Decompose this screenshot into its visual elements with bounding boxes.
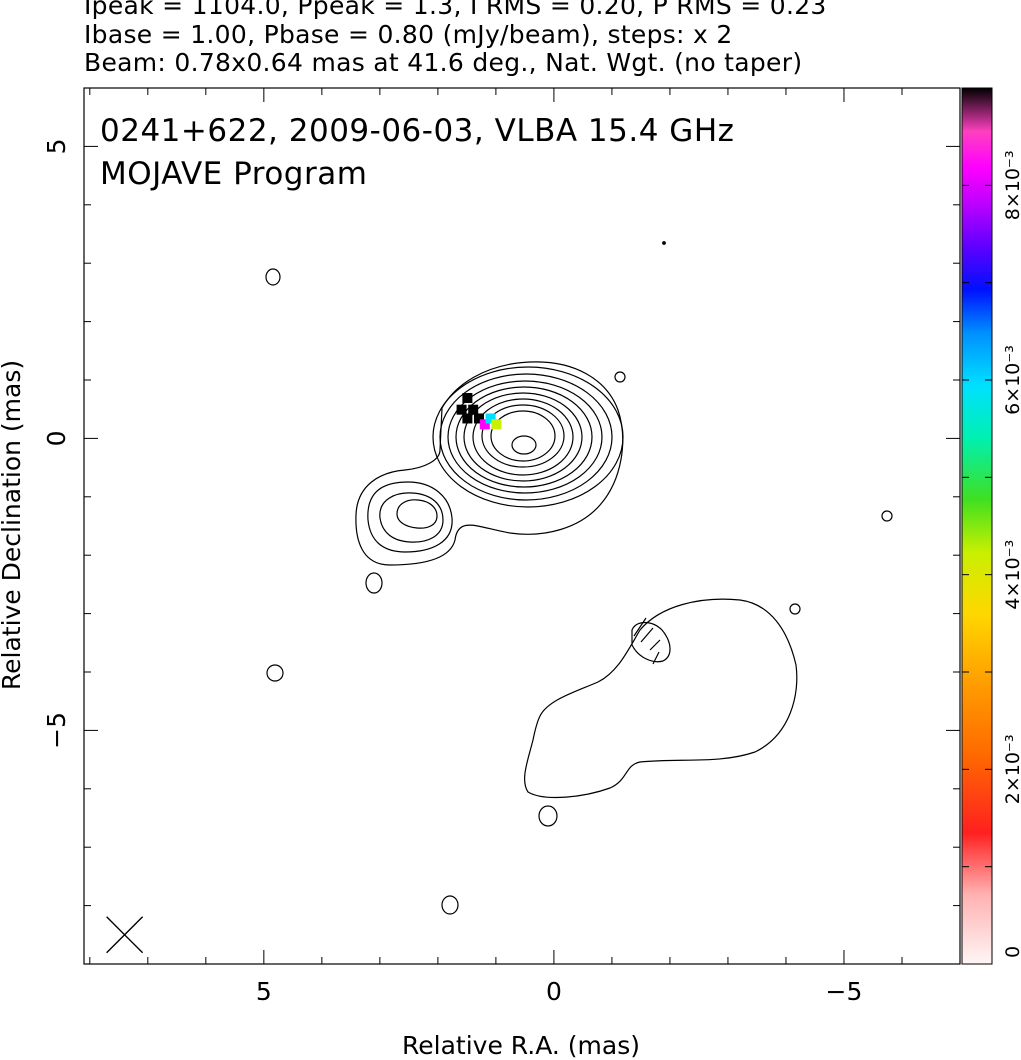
pol-vector-1 <box>633 617 647 637</box>
polarization-pixel <box>485 413 496 424</box>
polarization-pixel <box>456 404 467 415</box>
contour-main-outer <box>355 361 624 566</box>
chart-title: 0241+622, 2009-06-03, VLBA 15.4 GHz <box>100 113 734 149</box>
contour-blob-1 <box>265 268 281 286</box>
header-base-line: Ibase = 1.00, Pbase = 0.80 (mJy/beam), s… <box>84 20 733 49</box>
contour-core-4 <box>455 386 593 488</box>
colorbar <box>961 87 993 965</box>
contour-blob-2 <box>614 371 626 383</box>
contour-blob-4 <box>266 664 284 682</box>
colorbar-ticks <box>962 87 992 965</box>
contour-core-peak <box>511 435 537 455</box>
contour-core-8 <box>490 410 556 462</box>
pol-vector-2 <box>640 627 654 643</box>
polarization-pixel <box>479 419 490 430</box>
polarization-pixels <box>456 393 502 430</box>
plot-frame <box>83 87 961 965</box>
colorbar-labels: 0 2×10⁻³ 4×10⁻³ 6×10⁻³ 8×10⁻³ <box>1002 150 1021 958</box>
colorbar-tick-label: 6×10⁻³ <box>1002 345 1021 415</box>
contour-blob-6 <box>881 510 893 522</box>
y-tick-label: 5 <box>42 138 71 154</box>
header-stats-line: Ipeak = 1104.0, Ppeak = 1.3, I RMS = 0.2… <box>84 0 827 20</box>
polarization-pixel <box>491 419 502 430</box>
contour-knot-4 <box>396 499 438 529</box>
colorbar-tick-label: 4×10⁻³ <box>1002 540 1021 610</box>
contour-core-1 <box>432 366 624 508</box>
y-axis-label: Relative Declination (mas) <box>0 360 26 690</box>
contour-core-5 <box>463 392 583 482</box>
beam-marker <box>106 916 144 954</box>
contour-southwest-extended <box>524 598 798 799</box>
contour-blob-8 <box>441 895 459 915</box>
pol-vector-4 <box>652 651 660 665</box>
x-tick-label: 0 <box>546 977 562 1006</box>
contour-knot-3 <box>379 492 444 543</box>
polarization-pixel <box>462 413 473 424</box>
contour-core-2 <box>439 373 613 501</box>
x-axis-label: Relative R.A. (mas) <box>402 1031 640 1060</box>
y-tick-label: −5 <box>42 712 71 749</box>
y-tick-labels: 5 0 −5 <box>42 138 71 748</box>
chart-subtitle: MOJAVE Program <box>100 156 367 192</box>
colorbar-tick-label: 2×10⁻³ <box>1002 734 1021 804</box>
pol-vector-3 <box>649 639 661 651</box>
contour-dot <box>662 241 666 245</box>
contour-core-3 <box>447 380 603 494</box>
contour-core-7 <box>481 404 565 468</box>
axis-ticks <box>84 87 961 965</box>
contour-negative-patch <box>631 621 671 663</box>
contour-blob-3 <box>365 572 383 594</box>
y-tick-label: 0 <box>42 430 71 446</box>
x-tick-label: −5 <box>826 977 863 1006</box>
polarization-pixel <box>462 393 473 404</box>
beam-cross-line <box>106 916 144 954</box>
polarization-pixel <box>473 413 484 424</box>
contour-core-6 <box>472 398 574 476</box>
contour-blob-5 <box>789 603 801 615</box>
contour-blob-7 <box>538 805 558 827</box>
contour-knot-2 <box>367 481 453 553</box>
colorbar-tick-label: 0 <box>1002 946 1021 958</box>
x-tick-label: 5 <box>256 977 272 1006</box>
contour-map <box>265 241 893 915</box>
polarization-pixel <box>468 404 479 415</box>
header-beam-line: Beam: 0.78x0.64 mas at 41.6 deg., Nat. W… <box>84 48 803 77</box>
x-tick-labels: 5 0 −5 <box>256 977 863 1006</box>
colorbar-tick-label: 8×10⁻³ <box>1002 150 1021 220</box>
